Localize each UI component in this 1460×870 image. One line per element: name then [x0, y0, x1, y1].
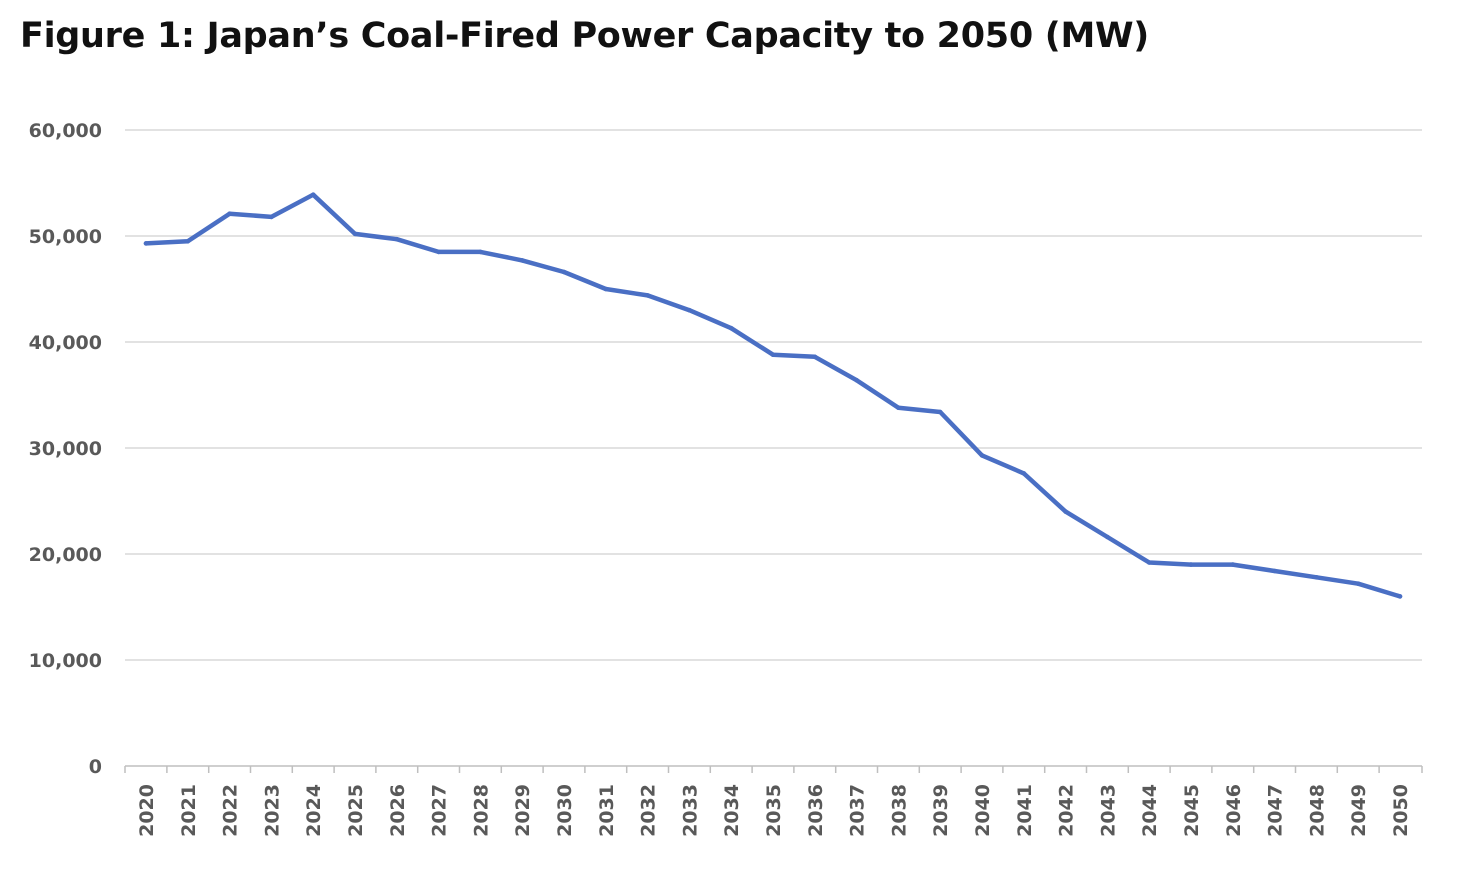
gridlines — [125, 129, 1422, 661]
x-tick-label: 2036 — [805, 784, 827, 837]
data-point — [603, 286, 609, 292]
x-tick-label: 2029 — [512, 784, 534, 837]
data-point — [1188, 562, 1194, 567]
x-tick-label: 2049 — [1348, 784, 1370, 837]
data-point — [227, 211, 232, 216]
x-tick-label: 2038 — [888, 784, 910, 837]
data-point — [979, 453, 985, 458]
data-point — [352, 231, 358, 237]
data-point — [1230, 562, 1236, 567]
y-tick-label: 50,000 — [29, 226, 102, 248]
x-tick-label: 2023 — [261, 784, 283, 837]
x-tick-label: 2044 — [1139, 784, 1161, 837]
data-point — [728, 325, 734, 331]
series-layer — [143, 192, 1403, 599]
x-tick-label: 2030 — [554, 784, 576, 837]
data-point — [1146, 560, 1152, 565]
x-tick-label: 2026 — [387, 784, 409, 837]
data-point — [436, 249, 441, 255]
x-tick-label: 2045 — [1181, 784, 1203, 837]
data-point — [269, 214, 274, 220]
y-tick-label: 40,000 — [29, 332, 102, 354]
x-tick-label: 2031 — [596, 784, 618, 837]
data-point — [394, 236, 400, 242]
data-point — [854, 377, 859, 383]
y-axis-tick-labels: 0 10,000 20,000 30,000 40,000 50,000 60,000 — [29, 120, 102, 778]
x-tick-label: 2035 — [763, 784, 785, 837]
data-point — [310, 192, 316, 197]
x-tick-label: 2042 — [1056, 784, 1078, 837]
data-point — [896, 405, 901, 411]
data-point — [1272, 568, 1277, 574]
data-point — [143, 241, 149, 246]
y-tick-label: 10,000 — [29, 650, 102, 672]
data-point — [1314, 575, 1319, 580]
x-tick-label: 2034 — [721, 784, 743, 837]
x-tick-label: 2025 — [345, 784, 367, 837]
series-line-0 — [143, 192, 1403, 599]
data-point — [519, 258, 525, 263]
x-axis: 2020 2021 2022 2023 2024 2025 2026 2027 2028 2029… — [124, 765, 1423, 837]
data-point — [770, 352, 776, 358]
chart-title: Figure 1: Japan’s Coal-Fired Power Capac… — [20, 16, 1150, 56]
data-point — [1021, 471, 1027, 476]
x-tick-label: 2037 — [847, 784, 869, 837]
y-tick-label: 0 — [89, 756, 102, 778]
data-point — [1105, 534, 1110, 540]
data-point — [937, 409, 943, 415]
data-point — [1063, 509, 1068, 514]
data-point — [687, 307, 692, 313]
x-tick-label: 2047 — [1265, 784, 1287, 837]
x-tick-label: 2046 — [1223, 784, 1245, 837]
x-tick-label: 2024 — [303, 784, 325, 837]
x-tick-label: 2021 — [178, 784, 200, 837]
x-tick-label: 2048 — [1306, 784, 1328, 837]
y-tick-label: 20,000 — [29, 544, 102, 566]
x-tick-label: 2022 — [220, 784, 242, 837]
x-tick-label: 2039 — [930, 784, 952, 837]
x-tick-label: 2040 — [972, 784, 994, 837]
data-point — [478, 249, 483, 255]
x-tick-label: 2041 — [1014, 784, 1036, 837]
data-point — [1397, 594, 1403, 599]
data-point — [812, 354, 818, 360]
x-tick-label: 2033 — [679, 784, 701, 837]
data-point — [561, 269, 567, 275]
data-point — [645, 293, 650, 298]
x-tick-label: 2032 — [638, 784, 660, 837]
x-tick-label: 2050 — [1390, 784, 1412, 837]
x-tick-label: 2028 — [470, 784, 492, 837]
x-tick-label: 2043 — [1097, 784, 1119, 837]
x-tick-label: 2027 — [429, 784, 451, 837]
data-point — [185, 239, 191, 244]
y-tick-label: 60,000 — [29, 120, 102, 142]
y-tick-label: 30,000 — [29, 438, 102, 460]
data-point — [1355, 581, 1361, 586]
x-tick-label: 2020 — [136, 784, 158, 837]
